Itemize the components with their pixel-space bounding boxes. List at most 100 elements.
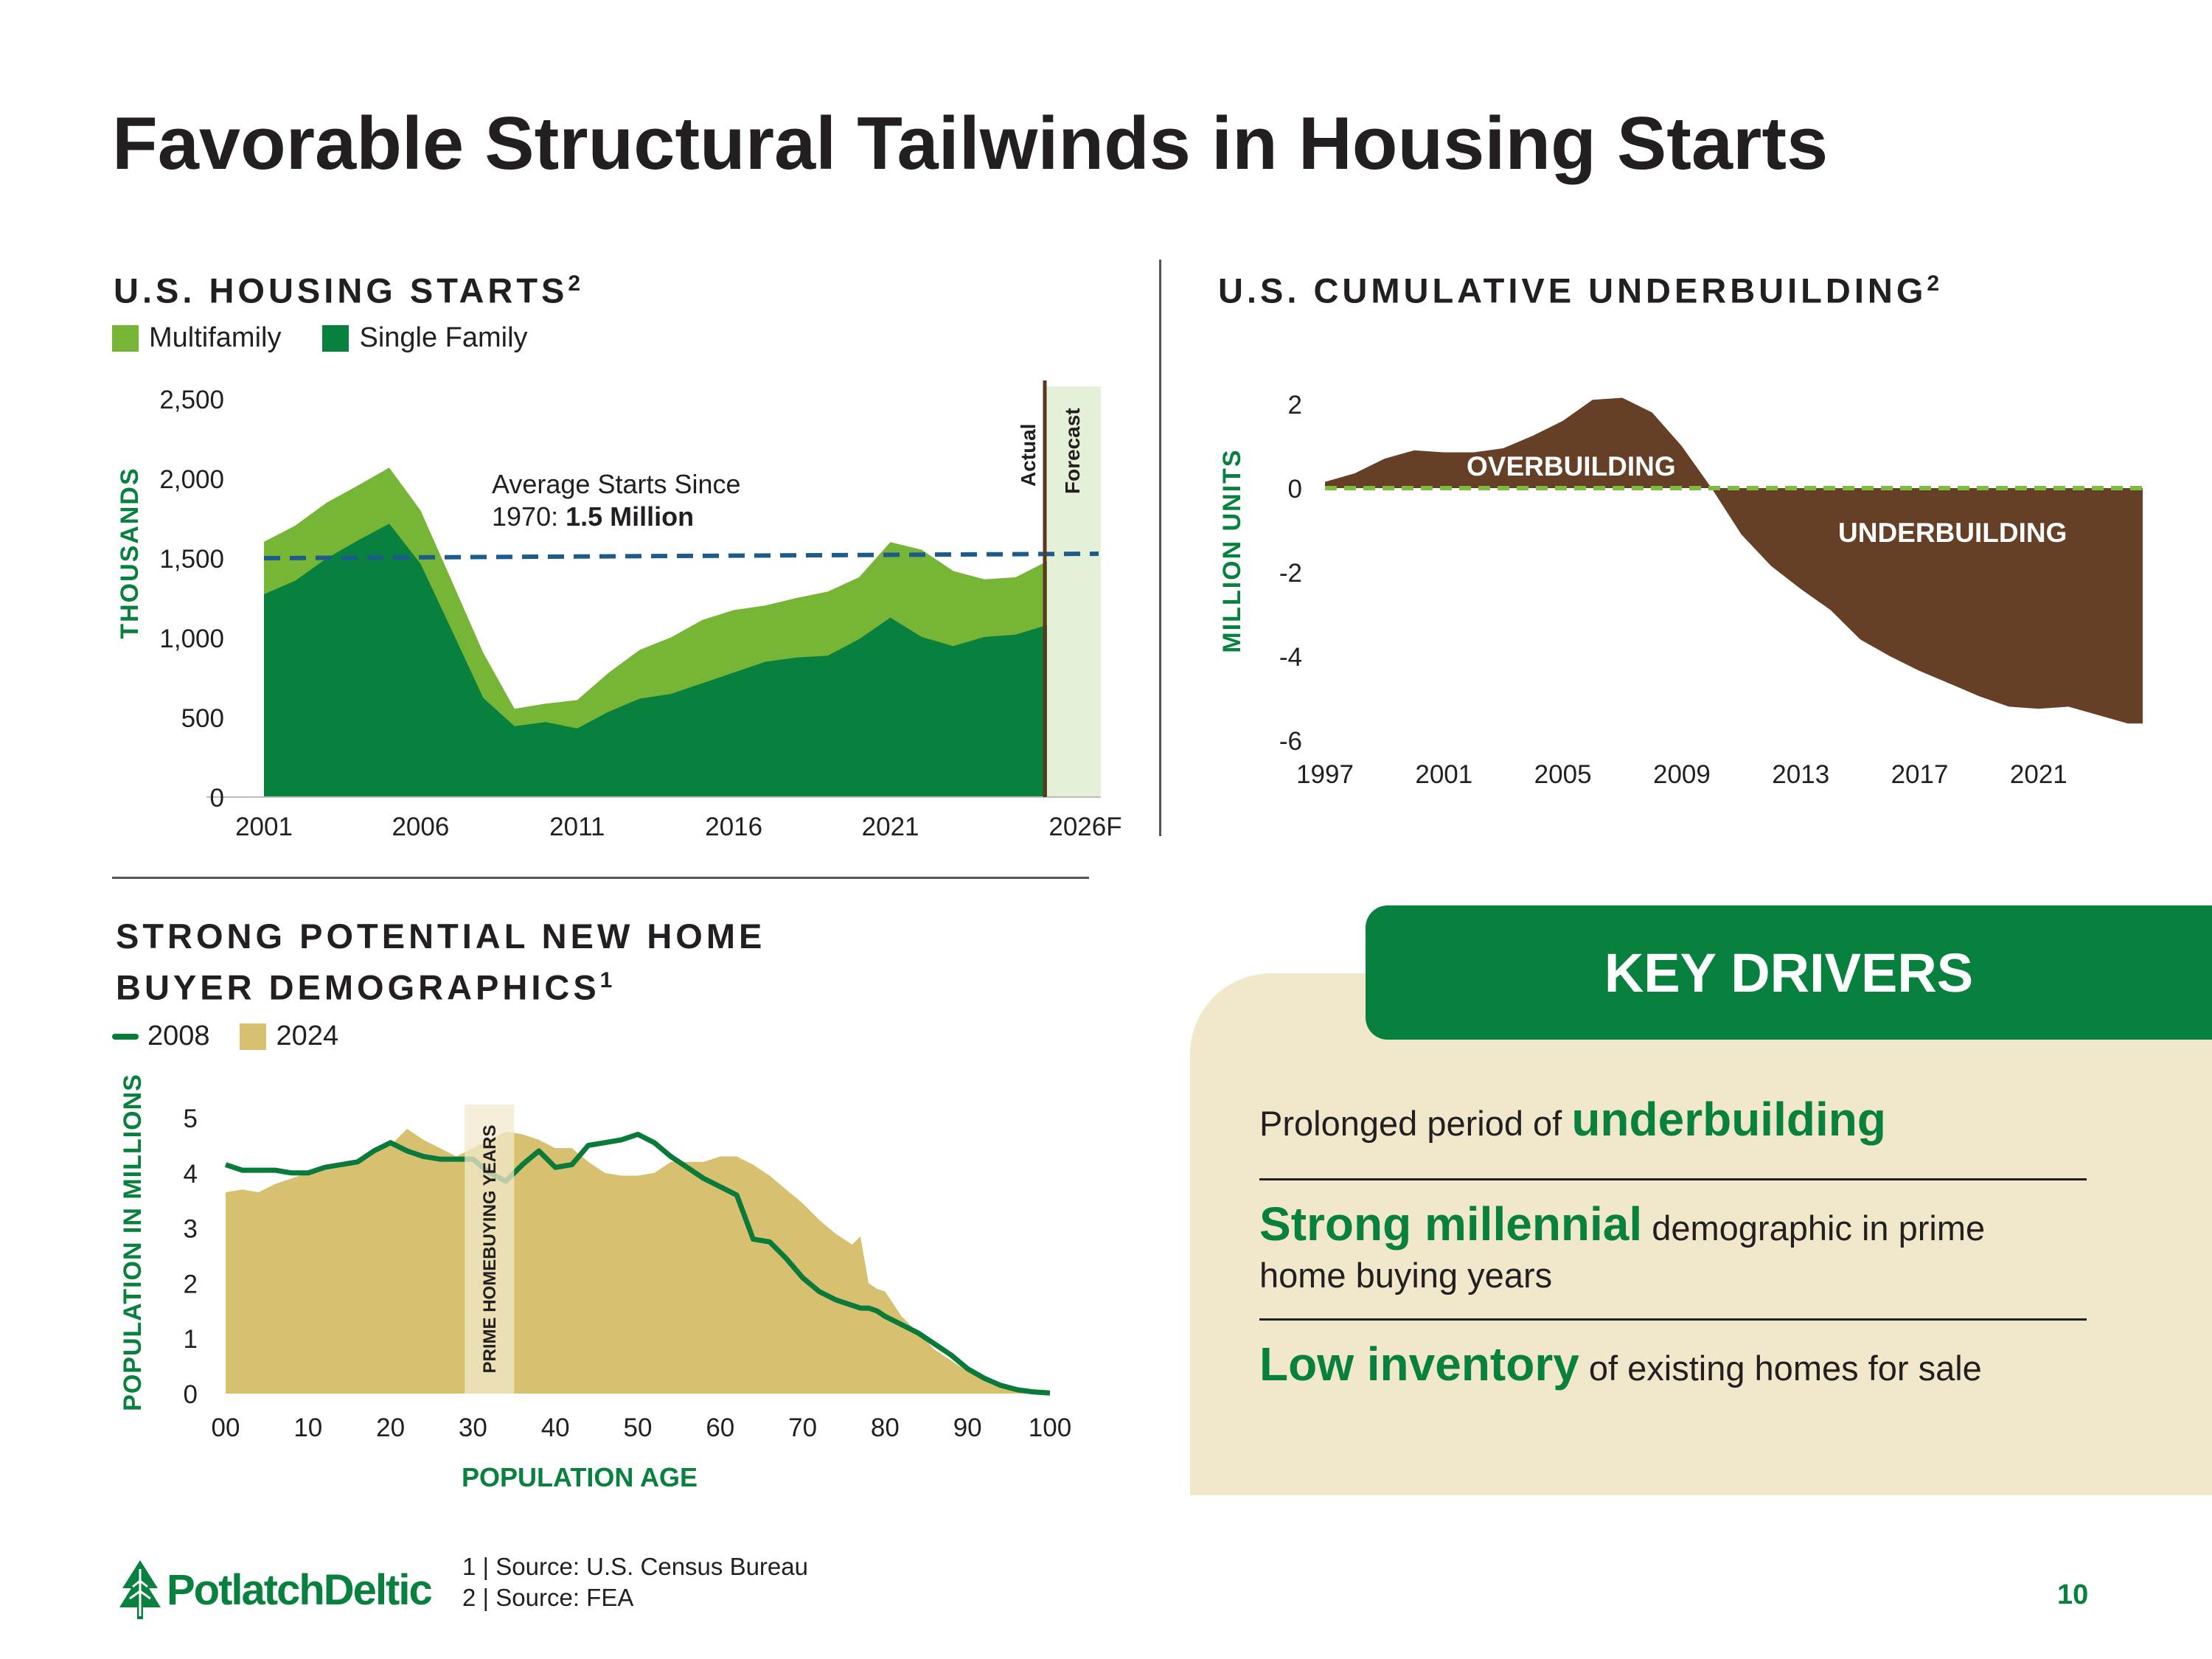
housing-y-tick: 500 [181, 704, 224, 733]
demographics-x-tick: 50 [624, 1413, 653, 1442]
legend-label-multifamily: Multifamily [149, 322, 282, 353]
driver-1-text: Prolonged period of [1259, 1104, 1572, 1143]
demographics-x-axis-label: POPULATION AGE [462, 1462, 698, 1492]
legend-swatch-2024 [239, 1023, 266, 1050]
underbuilding-y-axis-label: MILLION UNITS [1218, 448, 1246, 653]
underbuilding-y-tick: -4 [1279, 643, 1302, 672]
demographics-x-tick: 20 [376, 1413, 405, 1442]
legend-label-2024: 2024 [276, 1020, 339, 1051]
underbuilding-x-tick: 2017 [1891, 760, 1949, 789]
housing-x-tick: 2016 [705, 813, 762, 841]
housing-x-tick: 2006 [392, 813, 449, 841]
demographics-y-tick: 4 [184, 1160, 198, 1189]
demographics-heading-sup: 1 [599, 968, 613, 992]
underbuilding-y-tick: 0 [1288, 475, 1302, 504]
average-starts-line [263, 552, 1099, 560]
demographics-x-tick: 00 [212, 1413, 240, 1442]
underbuilding-x-tick: 2001 [1415, 760, 1472, 789]
driver-1-highlight: underbuilding [1571, 1093, 1886, 1146]
demographics-x-tick: 90 [953, 1413, 982, 1442]
population-2008-line [224, 1131, 1051, 1396]
demographics-legend: 2008 2024 [112, 1020, 380, 1052]
legend-swatch-multifamily [112, 324, 139, 352]
demographics-y-axis-label: POPULATION IN MILLIONS [119, 1074, 147, 1411]
housing-x-tick: 2011 [549, 813, 605, 841]
driver-divider-2 [1259, 1318, 2087, 1321]
demographics-y-tick: 2 [184, 1270, 198, 1298]
demographics-heading-line2-text: BUYER DEMOGRAPHICS [116, 967, 600, 1007]
footnote-2: 2 | Source: FEA [462, 1584, 634, 1611]
avg-annotation-line1: Average Starts Since [492, 469, 741, 499]
footnote-1: 1 | Source: U.S. Census Bureau [462, 1553, 808, 1580]
legend-label-single-family: Single Family [359, 322, 528, 353]
underbuilding-x-tick: 2005 [1534, 760, 1592, 789]
housing-starts-heading-sup: 2 [568, 271, 581, 296]
underbuilding-label: UNDERBUILDING [1838, 518, 2067, 548]
underbuilding-x-tick: 2009 [1653, 760, 1711, 789]
housing-x-tick: 2026F [1048, 813, 1121, 841]
avg-annotation-value: 1.5 Million [566, 501, 694, 532]
demographics-x-tick: 30 [459, 1413, 487, 1442]
housing-y-tick: 1,000 [159, 625, 224, 653]
driver-2-text: demographic in prime home buying years [1259, 1208, 1986, 1295]
legend-item-2024: 2024 [239, 1020, 339, 1052]
legend-swatch-single-family [322, 324, 349, 352]
housing-starts-chart: Actual Forecast Average Starts Since 197… [116, 380, 1122, 841]
demographics-y-tick: 5 [184, 1105, 198, 1133]
driver-millennial: Strong millennial demographic in prime h… [1259, 1200, 2056, 1299]
avg-annotation-line2: 1970: 1.5 Million [492, 501, 694, 532]
underbuilding-heading-text: U.S. CUMULATIVE UNDERBUILDING [1218, 271, 1927, 310]
legend-line-2008 [112, 1033, 139, 1040]
tree-icon [119, 1560, 161, 1619]
prime-homebuying-label: PRIME HOMEBUYING YEARS [480, 1125, 500, 1374]
underbuilding-y-tick: 2 [1288, 391, 1302, 420]
driver-2-highlight: Strong millennial [1259, 1197, 1643, 1251]
demographics-x-tick: 10 [293, 1413, 322, 1442]
housing-y-tick: 2,000 [159, 465, 224, 494]
underbuilding-heading: U.S. CUMULATIVE UNDERBUILDING2 [1218, 262, 1939, 313]
demographics-x-tick: 40 [541, 1413, 570, 1442]
driver-3-highlight: Low inventory [1259, 1338, 1579, 1391]
driver-divider-1 [1259, 1178, 2087, 1180]
forecast-band [1045, 386, 1101, 796]
avg-annotation-prefix: 1970: [492, 501, 566, 532]
underbuilding-x-tick: 1997 [1296, 760, 1354, 789]
legend-label-2008: 2008 [147, 1020, 210, 1051]
actual-label: Actual [1017, 423, 1040, 487]
driver-underbuilding: Prolonged period of underbuilding [1259, 1096, 2087, 1147]
company-logo: PotlatchDeltic [116, 1559, 433, 1621]
demographics-y-tick: 1 [184, 1325, 198, 1354]
underbuilding-area [1325, 397, 2143, 724]
key-drivers-panel [1190, 973, 2212, 1495]
demographics-x-tick: 100 [1029, 1413, 1071, 1442]
overbuilding-label: OVERBUILDING [1467, 451, 1676, 481]
underbuilding-chart: OVERBUILDING UNDERBUILDING 2 0 -2 -4 -6 1997… [1218, 391, 2143, 789]
housing-x-tick: 2021 [862, 813, 919, 841]
page-title: Favorable Structural Tailwinds in Housin… [112, 102, 1829, 185]
logo-text: PotlatchDeltic [167, 1565, 433, 1614]
housing-starts-heading: U.S. HOUSING STARTS2 [114, 262, 580, 313]
housing-y-tick: 2,500 [159, 386, 224, 414]
underbuilding-heading-sup: 2 [1927, 271, 1940, 296]
demographics-heading-line1: STRONG POTENTIAL NEW HOME [116, 917, 766, 956]
legend-item-multifamily: Multifamily [112, 322, 281, 354]
demographics-y-tick: 3 [184, 1215, 198, 1244]
key-drivers-heading: KEY DRIVERS [1366, 905, 2212, 1040]
demographics-x-tick: 80 [871, 1413, 900, 1442]
prime-homebuying-band [465, 1105, 515, 1394]
underbuilding-x-tick: 2021 [2010, 760, 2067, 789]
demographics-chart: PRIME HOMEBUYING YEARS 0 1 2 3 4 5 00 10 20 30 40… [119, 1074, 1071, 1492]
demographics-x-tick: 60 [706, 1413, 734, 1442]
population-2024-area [226, 1129, 1050, 1394]
housing-y-tick: 1,500 [159, 545, 224, 574]
underbuilding-y-tick: -6 [1279, 727, 1302, 756]
single-family-area [264, 524, 1047, 797]
housing-y-axis-label: THOUSANDS [116, 467, 144, 639]
horizontal-divider [112, 877, 1089, 879]
page-number: 10 [2057, 1579, 2089, 1610]
driver-inventory: Low inventory of existing homes for sale [1259, 1340, 2087, 1392]
demographics-heading: STRONG POTENTIAL NEW HOME BUYER DEMOGRAP… [116, 914, 765, 1010]
legend-item-single-family: Single Family [322, 322, 528, 354]
footnotes: 1 | Source: U.S. Census Bureau 2 | Sourc… [462, 1551, 808, 1613]
housing-starts-heading-text: U.S. HOUSING STARTS [114, 271, 568, 310]
